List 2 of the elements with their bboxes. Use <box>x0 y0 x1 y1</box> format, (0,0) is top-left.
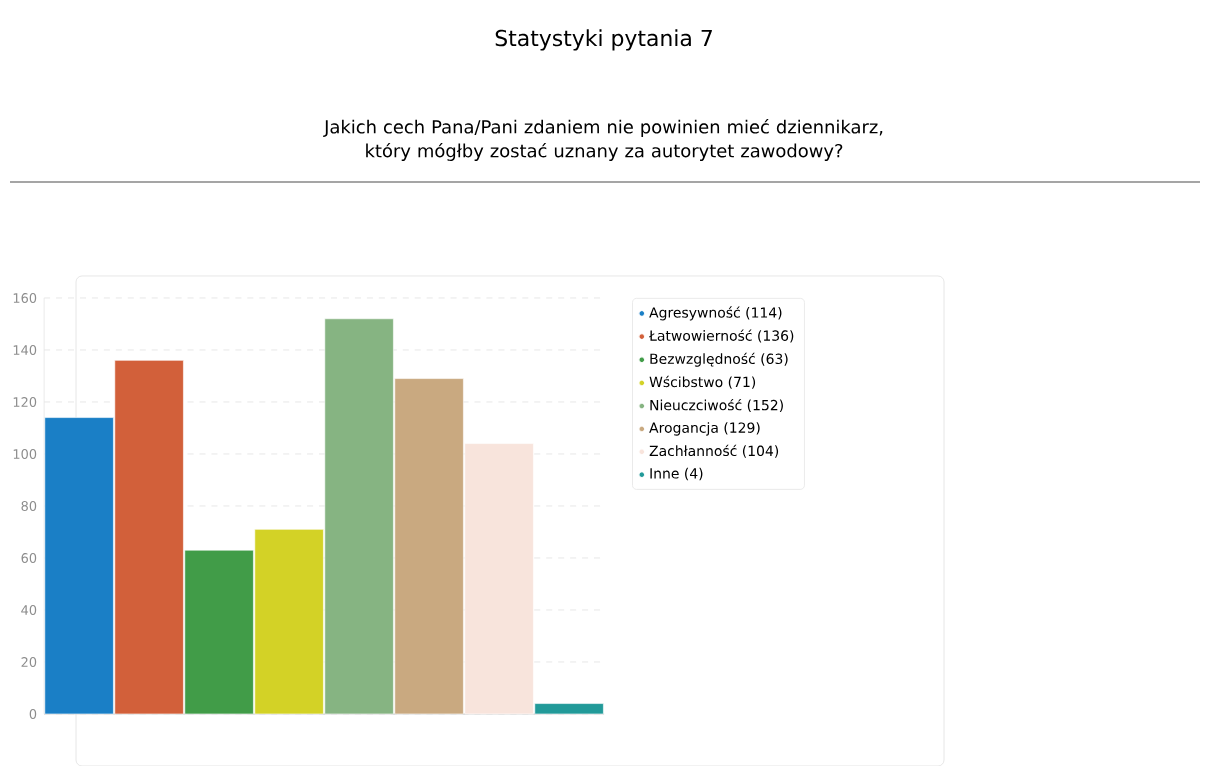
chart-title: Statystyki pytania 7 <box>495 29 712 51</box>
chart-subtitle: Jakich cech Pana/Pani zdaniem nie powinien mieć dziennikarz, który mógłby zostać uznany za autorytet zawodowy? <box>323 118 883 161</box>
